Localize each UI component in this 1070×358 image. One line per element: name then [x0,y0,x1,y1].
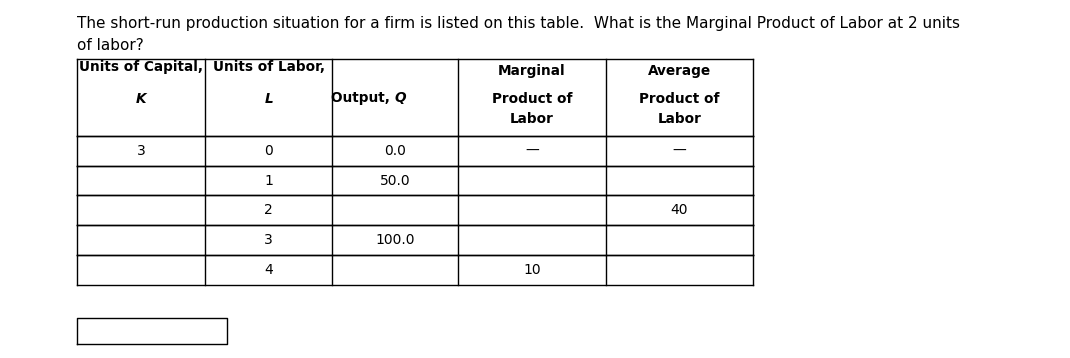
Text: Labor: Labor [509,112,554,126]
Text: 50.0: 50.0 [380,174,410,188]
Text: 3: 3 [137,144,146,158]
Text: Q: Q [395,91,407,105]
Text: 100.0: 100.0 [376,233,414,247]
Text: Product of: Product of [639,92,720,106]
Text: 0: 0 [264,144,273,158]
Text: 4: 4 [264,263,273,277]
Text: —: — [673,144,686,158]
Text: —: — [525,144,538,158]
Text: 0.0: 0.0 [384,144,406,158]
Text: Units of Labor,: Units of Labor, [213,60,324,74]
Text: Labor: Labor [657,112,702,126]
Text: 10: 10 [523,263,540,277]
Text: 40: 40 [671,203,688,217]
Text: Units of Capital,: Units of Capital, [79,60,203,74]
Text: Output,: Output, [332,91,395,105]
Text: K: K [136,92,147,106]
Text: Average: Average [648,64,710,78]
Text: of labor?: of labor? [77,38,143,53]
Text: Product of: Product of [491,92,572,106]
Text: The short-run production situation for a firm is listed on this table.  What is : The short-run production situation for a… [77,16,960,31]
Text: Marginal: Marginal [498,64,566,78]
Text: 3: 3 [264,233,273,247]
Text: 2: 2 [264,203,273,217]
Text: L: L [264,92,273,106]
Text: 1: 1 [264,174,273,188]
